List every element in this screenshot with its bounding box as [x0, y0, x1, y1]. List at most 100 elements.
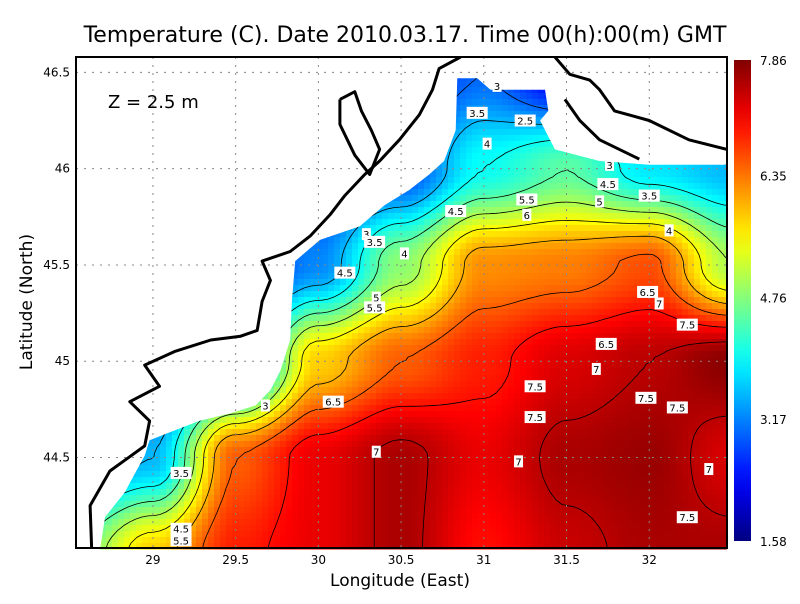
heatmap-cell — [550, 309, 557, 316]
heatmap-cell — [454, 303, 461, 310]
heatmap-cell — [442, 219, 449, 226]
heatmap-cell — [604, 201, 611, 208]
heatmap-cell — [688, 213, 695, 220]
heatmap-cell — [544, 231, 551, 238]
heatmap-cell — [616, 189, 623, 196]
heatmap-cell — [304, 261, 311, 268]
heatmap-cell — [574, 309, 581, 316]
heatmap-cell — [718, 207, 725, 214]
heatmap-cell — [310, 243, 317, 250]
heatmap-cell — [634, 195, 641, 202]
heatmap-cell — [400, 195, 407, 202]
heatmap-cell — [604, 249, 611, 256]
heatmap-cell — [628, 213, 635, 220]
heatmap-cell — [322, 279, 329, 286]
heatmap-cell — [682, 231, 689, 238]
heatmap-cell — [664, 207, 671, 214]
heatmap-cell — [502, 231, 509, 238]
heatmap-cell — [436, 279, 443, 286]
heatmap-cell — [310, 321, 317, 328]
heatmap-cell — [610, 315, 617, 322]
heatmap-cell — [388, 219, 395, 226]
heatmap-cell — [550, 207, 557, 214]
heatmap-cell — [568, 159, 575, 166]
heatmap-cell — [712, 303, 719, 310]
heatmap-cell — [688, 297, 695, 304]
heatmap-cell — [436, 243, 443, 250]
heatmap-cell — [478, 87, 485, 94]
heatmap-cell — [502, 291, 509, 298]
heatmap-cell — [400, 315, 407, 322]
heatmap-cell — [556, 171, 563, 178]
heatmap-cell — [580, 225, 587, 232]
heatmap-cell — [556, 159, 563, 166]
heatmap-cell — [370, 213, 377, 220]
heatmap-cell — [670, 273, 677, 280]
heatmap-cell — [658, 315, 665, 322]
heatmap-cell — [502, 255, 509, 262]
heatmap-cell — [304, 255, 311, 262]
heatmap-cell — [370, 273, 377, 280]
heatmap-cell — [682, 183, 689, 190]
heatmap-cell — [484, 273, 491, 280]
heatmap-cell — [700, 255, 707, 262]
heatmap-cell — [550, 285, 557, 292]
heatmap-cell — [346, 321, 353, 328]
heatmap-cell — [550, 153, 557, 160]
heatmap-cell — [430, 315, 437, 322]
heatmap-cell — [364, 261, 371, 268]
heatmap-cell — [490, 129, 497, 136]
heatmap-cell — [598, 171, 605, 178]
heatmap-cell — [508, 177, 515, 184]
heatmap-cell — [658, 255, 665, 262]
heatmap-cell — [700, 285, 707, 292]
heatmap-cell — [298, 267, 305, 274]
heatmap-cell — [364, 219, 371, 226]
heatmap-cell — [424, 249, 431, 256]
heatmap-cell — [514, 213, 521, 220]
heatmap-cell — [562, 159, 569, 166]
heatmap-cell — [568, 189, 575, 196]
heatmap-cell — [352, 231, 359, 238]
heatmap-cell — [688, 195, 695, 202]
heatmap-cell — [418, 183, 425, 190]
heatmap-cell — [706, 273, 713, 280]
heatmap-cell — [478, 183, 485, 190]
heatmap-cell — [562, 153, 569, 160]
heatmap-cell — [484, 225, 491, 232]
heatmap-cell — [478, 273, 485, 280]
heatmap-cell — [604, 267, 611, 274]
heatmap-cell — [442, 315, 449, 322]
heatmap-cell — [634, 267, 641, 274]
heatmap-cell — [448, 255, 455, 262]
heatmap-cell — [616, 279, 623, 286]
heatmap-cell — [520, 105, 527, 112]
heatmap-cell — [604, 213, 611, 220]
heatmap-cell — [358, 249, 365, 256]
heatmap-cell — [604, 303, 611, 310]
heatmap-cell — [454, 267, 461, 274]
heatmap-cell — [502, 117, 509, 124]
heatmap-cell — [610, 225, 617, 232]
heatmap-cell — [574, 279, 581, 286]
heatmap-cell — [424, 243, 431, 250]
heatmap-cell — [292, 279, 299, 286]
heatmap-cell — [682, 177, 689, 184]
heatmap-cell — [448, 285, 455, 292]
heatmap-cell — [400, 273, 407, 280]
heatmap-cell — [304, 267, 311, 274]
heatmap-cell — [466, 297, 473, 304]
heatmap-cell — [538, 189, 545, 196]
heatmap-cell — [472, 207, 479, 214]
heatmap-cell — [472, 183, 479, 190]
heatmap-cell — [448, 279, 455, 286]
heatmap-cell — [526, 111, 533, 118]
heatmap-cell — [586, 327, 593, 334]
heatmap-cell — [550, 249, 557, 256]
heatmap-cell — [688, 231, 695, 238]
heatmap-cell — [712, 255, 719, 262]
heatmap-cell — [550, 189, 557, 196]
heatmap-cell — [310, 267, 317, 274]
heatmap-cell — [472, 261, 479, 268]
heatmap-cell — [688, 243, 695, 250]
